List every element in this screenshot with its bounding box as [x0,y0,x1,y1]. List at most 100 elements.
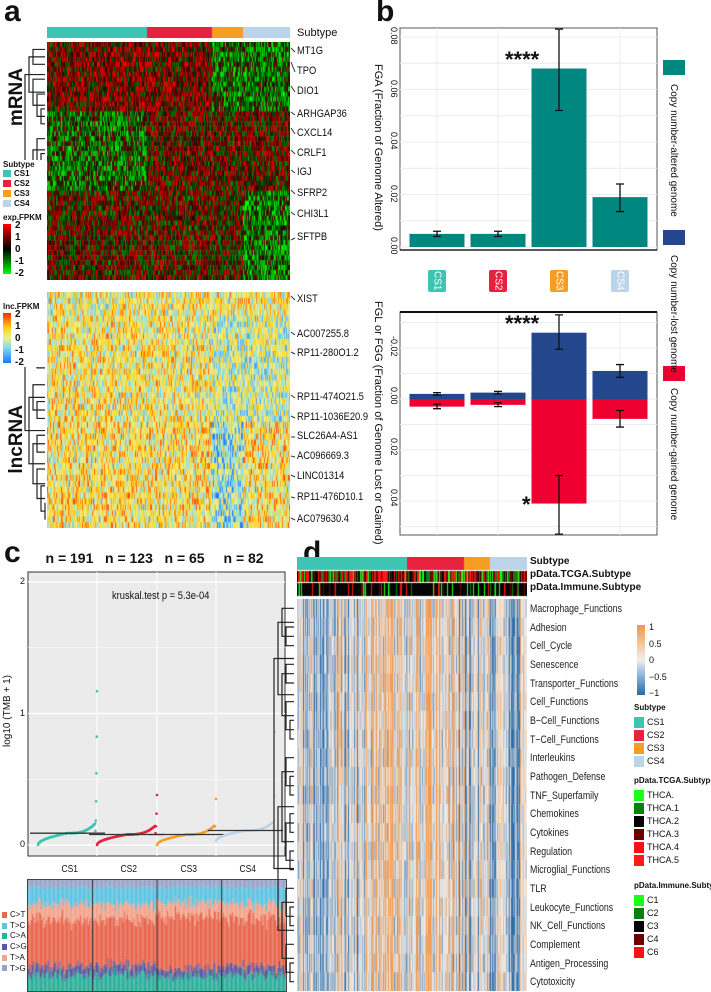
mutation-legend: C>T T>C C>A C>G T>A T>G [2,910,27,974]
ytick-label: 1 [20,707,26,718]
colorbar-tick: 1 [15,232,21,243]
error-bar [555,28,563,112]
legend-item: THCA.4 [634,841,711,854]
gene-label: CHI3L1 [297,208,329,220]
n-label-cs4: n = 82 [223,550,264,566]
swatch [634,730,644,742]
swatch [634,717,644,729]
immune-heatmap [297,599,527,991]
heatmap-row-label: Adhesion [530,621,567,634]
heatmap-row-label: Regulation [530,845,573,858]
label-connector [290,474,296,478]
category-label-cs3: CS3 [550,270,568,292]
colorbar-tick: -2 [15,268,24,279]
label-connector [290,47,296,53]
annotation-row-label: pData.TCGA.Subtype [530,569,632,580]
tmb-point-cs2 [154,825,158,828]
swatch [634,743,644,755]
label-connector [290,237,296,241]
xtick-cs1: CS1 [60,864,78,875]
tmb-point-cs1 [93,822,97,825]
d-dendrogram [273,607,294,983]
xtick-cs3: CS3 [179,864,197,875]
tmb-point-cs2 [155,793,159,797]
mutation-legend-item: C>T [2,910,27,921]
gene-label: CXCL14 [297,127,333,139]
error-bar [494,230,502,238]
swatch [634,816,644,828]
legend-item: C2 [634,907,711,920]
ytick-label: 0.04 [389,489,399,507]
error-bar [433,391,441,396]
swatch [634,895,644,907]
d-annotation-bars [297,557,527,597]
bar-lost-cs2 [470,392,526,399]
ytick-label: 0 [20,839,26,849]
heatmap-row-label: Complement [530,939,580,951]
xtick-cs4: CS4 [238,864,256,875]
heatmap-row-label: Interleukins [530,752,576,765]
legend-title: Subtype [634,703,666,712]
swatch [3,180,11,188]
legend-text: THCA.5 [647,855,680,865]
legend-item: CS1 [634,716,711,729]
legend-gained-label: Copy number-gained genome [668,388,679,521]
label-connector [290,295,296,301]
tmb-point-cs1 [94,829,97,833]
subtype-legend-item: CS4 [3,199,47,209]
swatch [634,756,644,768]
colorbar-tick: -2 [15,357,24,368]
heatmap-row-label: Leukocyte_Functions [530,901,614,914]
legend-text: C>A [10,931,26,941]
gene-label: MT1G [297,45,323,57]
n-label-cs1: n = 191 [45,550,94,566]
heatmap-row-label: Macrophage_Functions [530,603,622,615]
bar-lost-cs1 [409,393,465,399]
category-label-cs1: CS1 [428,270,446,292]
label-connector [290,85,296,93]
scale-tick: −0.5 [649,671,667,682]
gene-label: AC096669.3 [297,450,349,462]
error-bar [433,230,441,238]
ytick-label: 0.06 [389,79,399,98]
error-bar [555,314,563,350]
swatch [2,911,7,918]
colorbar-tick: 2 [15,220,21,231]
gene-label: XIST [297,293,318,305]
legend-swatch-altered [663,60,685,75]
legend-lost-label: Copy number-lost genome [668,255,679,373]
legend-text: CS2 [14,179,30,188]
heatmap-row-label: Pathogen_Defense [530,771,606,783]
label-connector [290,455,296,458]
panel-label-c: c [4,536,21,569]
ytick-label: 0.00 [389,387,399,405]
heatmap-row-label: Chemokines [530,808,579,821]
n-label-cs3: n = 65 [164,550,205,566]
bar-gained-cs4 [592,399,648,419]
bar-fga-cs2 [470,233,526,247]
gene-label: SFRP2 [297,187,328,199]
label-connector [290,111,296,116]
bar-gained-cs1 [409,399,465,407]
mutation-legend-item: T>C [2,921,27,932]
mutation-legend-item: C>A [2,931,27,942]
c-ylabel: log10 (TMB + 1) [2,675,13,747]
swatch [3,200,11,208]
legend-text: T>G [10,963,26,973]
mrna-heatmap [47,42,290,280]
exp-colorbar [3,224,11,274]
gene-label: RP11-474O21.5 [297,391,364,403]
bar-fga-cs1 [409,233,465,247]
lnc-legend-title: lnc.FPKM [3,302,40,311]
heatmap-row-label: Cell_Cycle [530,640,573,653]
error-bar [494,402,502,408]
gene-label: CRLF1 [297,147,327,159]
label-connector [290,331,296,336]
ytick-label: -0.02 [389,336,399,357]
bar-gained-cs2 [470,399,526,405]
label-connector [290,351,296,355]
category-label-cs4: CS4 [611,270,629,292]
ytick-label: 0.00 [389,237,399,255]
exp-legend-title: exp.FPKM [3,213,42,222]
heatmap-row-label: NK_Cell_Functions [530,920,606,933]
